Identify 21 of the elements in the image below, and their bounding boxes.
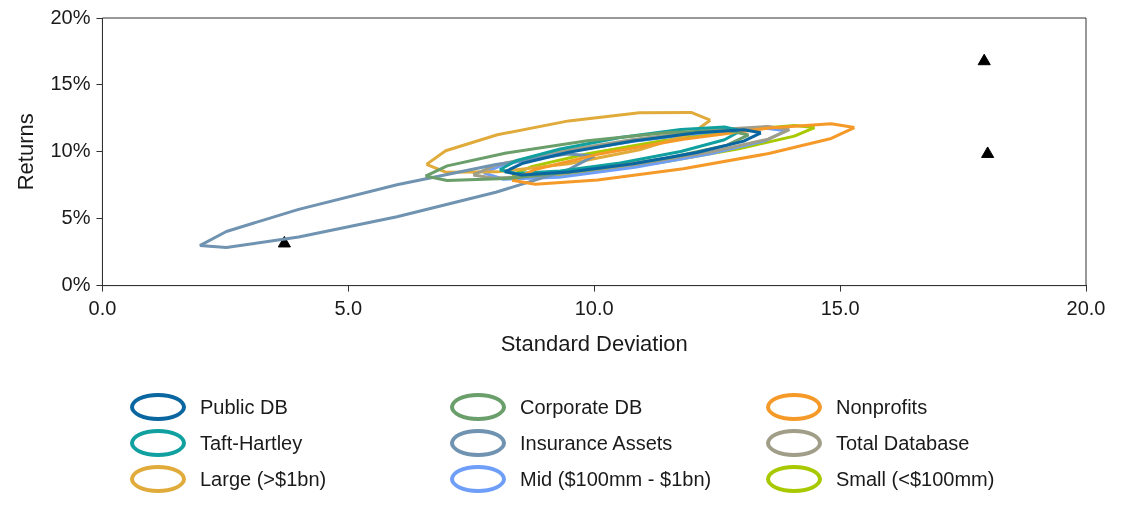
x-tick-label: 15.0 (820, 297, 860, 320)
legend-label: Total Database (836, 431, 970, 455)
x-tick-label: 5.0 (334, 297, 363, 320)
legend-label: Large (>$1bn) (200, 467, 327, 491)
y-tick-label: 20% (50, 5, 91, 28)
y-tick-label: 5% (61, 206, 91, 229)
y-tick-label: 0% (61, 273, 91, 296)
legend-label: Nonprofits (836, 395, 928, 419)
x-tick-label: 10.0 (574, 297, 614, 320)
x-tick-label: 0.0 (88, 297, 117, 320)
y-tick-label: 10% (50, 139, 91, 162)
x-axis-title: Standard Deviation (500, 330, 688, 356)
legend-label: Small (<$100mm) (836, 467, 995, 491)
legend-label: Public DB (200, 395, 288, 419)
legend-label: Taft-Hartley (200, 431, 303, 455)
legend-label: Mid ($100mm - $1bn) (520, 467, 712, 491)
y-axis-title: Returns (13, 113, 39, 191)
y-tick-label: 15% (50, 72, 91, 95)
x-tick-label: 20.0 (1066, 297, 1106, 320)
legend-label: Insurance Assets (520, 431, 673, 455)
legend-label: Corporate DB (520, 395, 643, 419)
